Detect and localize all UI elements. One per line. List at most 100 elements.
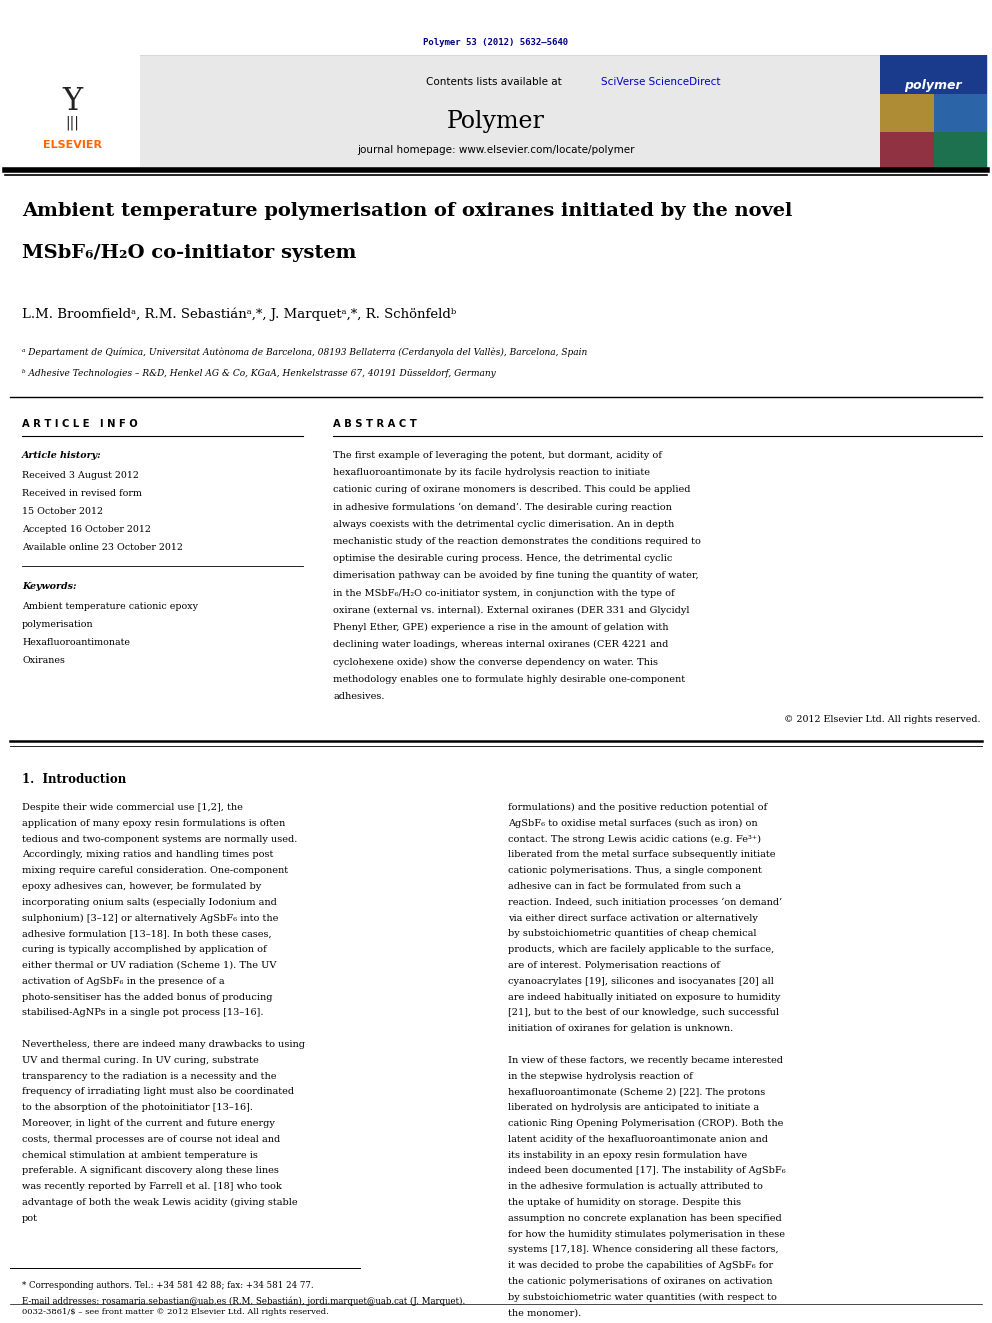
Text: application of many epoxy resin formulations is often: application of many epoxy resin formulat… [22, 819, 286, 828]
Text: AgSbF₆ to oxidise metal surfaces (such as iron) on: AgSbF₆ to oxidise metal surfaces (such a… [508, 819, 758, 828]
Text: chemical stimulation at ambient temperature is: chemical stimulation at ambient temperat… [22, 1151, 258, 1159]
Text: In view of these factors, we recently became interested: In view of these factors, we recently be… [508, 1056, 783, 1065]
Text: transparency to the radiation is a necessity and the: transparency to the radiation is a neces… [22, 1072, 277, 1081]
Text: Ambient temperature cationic epoxy: Ambient temperature cationic epoxy [22, 602, 198, 611]
Text: in adhesive formulations ‘on demand’. The desirable curing reaction: in adhesive formulations ‘on demand’. Th… [333, 503, 672, 512]
Bar [933, 132, 987, 169]
Text: tedious and two-component systems are normally used.: tedious and two-component systems are no… [22, 835, 298, 844]
Text: formulations) and the positive reduction potential of: formulations) and the positive reduction… [508, 803, 767, 812]
Text: Despite their wide commercial use [1,2], the: Despite their wide commercial use [1,2],… [22, 803, 243, 812]
Text: reaction. Indeed, such initiation processes ‘on demand’: reaction. Indeed, such initiation proces… [508, 898, 782, 908]
Text: Ambient temperature polymerisation of oxiranes initiated by the novel: Ambient temperature polymerisation of ox… [22, 202, 793, 220]
Text: Keywords:: Keywords: [22, 582, 76, 591]
Text: sulphonium) [3–12] or alternatively AgSbF₆ into the: sulphonium) [3–12] or alternatively AgSb… [22, 914, 279, 922]
Text: latent acidity of the hexafluoroantimonate anion and: latent acidity of the hexafluoroantimona… [508, 1135, 768, 1144]
Text: UV and thermal curing. In UV curing, substrate: UV and thermal curing. In UV curing, sub… [22, 1056, 259, 1065]
Text: Received 3 August 2012: Received 3 August 2012 [22, 471, 139, 480]
Text: declining water loadings, whereas internal oxiranes (CER 4221 and: declining water loadings, whereas intern… [333, 640, 669, 650]
Text: [21], but to the best of our knowledge, such successful: [21], but to the best of our knowledge, … [508, 1008, 779, 1017]
Text: Nevertheless, there are indeed many drawbacks to using: Nevertheless, there are indeed many draw… [22, 1040, 305, 1049]
Text: Received in revised form: Received in revised form [22, 490, 142, 497]
Text: preferable. A significant discovery along these lines: preferable. A significant discovery alon… [22, 1167, 279, 1175]
Text: its instability in an epoxy resin formulation have: its instability in an epoxy resin formul… [508, 1151, 747, 1159]
Text: hexafluoroantimonate (Scheme 2) [22]. The protons: hexafluoroantimonate (Scheme 2) [22]. Th… [508, 1088, 765, 1097]
Text: contact. The strong Lewis acidic cations (e.g. Fe³⁺): contact. The strong Lewis acidic cations… [508, 835, 761, 844]
Text: liberated on hydrolysis are anticipated to initiate a: liberated on hydrolysis are anticipated … [508, 1103, 759, 1113]
Text: activation of AgSbF₆ in the presence of a: activation of AgSbF₆ in the presence of … [22, 976, 224, 986]
Text: always coexists with the detrimental cyclic dimerisation. An in depth: always coexists with the detrimental cyc… [333, 520, 675, 529]
Text: mixing require careful consideration. One-component: mixing require careful consideration. On… [22, 867, 288, 876]
Text: by substoichiometric water quantities (with respect to: by substoichiometric water quantities (w… [508, 1293, 777, 1302]
Bar [5, 56, 140, 169]
Text: cyclohexene oxide) show the converse dependency on water. This: cyclohexene oxide) show the converse dep… [333, 658, 658, 667]
Text: SciVerse ScienceDirect: SciVerse ScienceDirect [601, 77, 720, 87]
Text: systems [17,18]. Whence considering all these factors,: systems [17,18]. Whence considering all … [508, 1245, 779, 1254]
Text: 1.  Introduction: 1. Introduction [22, 773, 126, 786]
Text: assumption no concrete explanation has been specified: assumption no concrete explanation has b… [508, 1213, 782, 1222]
Text: by substoichiometric quantities of cheap chemical: by substoichiometric quantities of cheap… [508, 929, 757, 938]
Text: 15 October 2012: 15 October 2012 [22, 507, 103, 516]
Text: A R T I C L E   I N F O: A R T I C L E I N F O [22, 419, 138, 429]
Text: initiation of oxiranes for gelation is unknown.: initiation of oxiranes for gelation is u… [508, 1024, 733, 1033]
Text: adhesive can in fact be formulated from such a: adhesive can in fact be formulated from … [508, 882, 741, 890]
Text: Accordingly, mixing ratios and handling times post: Accordingly, mixing ratios and handling … [22, 851, 274, 860]
Bar [5, 56, 987, 169]
Text: Article history:: Article history: [22, 451, 101, 460]
Text: A B S T R A C T: A B S T R A C T [333, 419, 417, 429]
Bar [933, 94, 987, 132]
Text: L.M. Broomfieldᵃ, R.M. Sebastiánᵃ,*, J. Marquetᵃ,*, R. Schönfeldᵇ: L.M. Broomfieldᵃ, R.M. Sebastiánᵃ,*, J. … [22, 307, 456, 320]
Text: polymer: polymer [904, 78, 962, 91]
Text: it was decided to probe the capabilities of AgSbF₆ for: it was decided to probe the capabilities… [508, 1261, 773, 1270]
Text: methodology enables one to formulate highly desirable one-component: methodology enables one to formulate hig… [333, 675, 685, 684]
Text: cyanoacrylates [19], silicones and isocyanates [20] all: cyanoacrylates [19], silicones and isocy… [508, 976, 774, 986]
Text: ᵃ Departament de Química, Universitat Autònoma de Barcelona, 08193 Bellaterra (C: ᵃ Departament de Química, Universitat Au… [22, 347, 587, 356]
Text: Polymer 53 (2012) 5632–5640: Polymer 53 (2012) 5632–5640 [424, 38, 568, 48]
Text: Y: Y [62, 86, 82, 116]
Text: MSbF₆/H₂O co-initiator system: MSbF₆/H₂O co-initiator system [22, 243, 356, 262]
Text: adhesive formulation [13–18]. In both these cases,: adhesive formulation [13–18]. In both th… [22, 929, 272, 938]
Text: Oxiranes: Oxiranes [22, 656, 64, 665]
Bar [880, 56, 987, 169]
Text: 0032-3861/$ – see front matter © 2012 Elsevier Ltd. All rights reserved.: 0032-3861/$ – see front matter © 2012 El… [22, 1308, 328, 1316]
Text: in the MSbF₆/H₂O co-initiator system, in conjunction with the type of: in the MSbF₆/H₂O co-initiator system, in… [333, 589, 675, 598]
Text: ELSEVIER: ELSEVIER [43, 140, 101, 149]
Text: in the adhesive formulation is actually attributed to: in the adhesive formulation is actually … [508, 1183, 763, 1191]
Text: journal homepage: www.elsevier.com/locate/polymer: journal homepage: www.elsevier.com/locat… [357, 146, 635, 155]
Text: was recently reported by Farrell et al. [18] who took: was recently reported by Farrell et al. … [22, 1183, 282, 1191]
Text: cationic Ring Opening Polymerisation (CROP). Both the: cationic Ring Opening Polymerisation (CR… [508, 1119, 784, 1129]
Text: adhesives.: adhesives. [333, 692, 385, 701]
Text: Phenyl Ether, GPE) experience a rise in the amount of gelation with: Phenyl Ether, GPE) experience a rise in … [333, 623, 669, 632]
Text: the monomer).: the monomer). [508, 1308, 581, 1318]
Text: dimerisation pathway can be avoided by fine tuning the quantity of water,: dimerisation pathway can be avoided by f… [333, 572, 698, 581]
Text: |||: ||| [65, 115, 79, 130]
Text: hexafluoroantimonate by its facile hydrolysis reaction to initiate: hexafluoroantimonate by its facile hydro… [333, 468, 650, 478]
Text: to the absorption of the photoinitiator [13–16].: to the absorption of the photoinitiator … [22, 1103, 253, 1113]
Text: Accepted 16 October 2012: Accepted 16 October 2012 [22, 525, 151, 534]
Text: stabilised-AgNPs in a single pot process [13–16].: stabilised-AgNPs in a single pot process… [22, 1008, 264, 1017]
Text: epoxy adhesives can, however, be formulated by: epoxy adhesives can, however, be formula… [22, 882, 261, 890]
Text: either thermal or UV radiation (Scheme 1). The UV: either thermal or UV radiation (Scheme 1… [22, 960, 277, 970]
Text: * Corresponding authors. Tel.: +34 581 42 88; fax: +34 581 24 77.: * Corresponding authors. Tel.: +34 581 4… [22, 1281, 313, 1290]
Text: E-mail addresses: rosamaria.sebastian@uab.es (R.M. Sebastián), jordi.marquet@uab: E-mail addresses: rosamaria.sebastian@ua… [22, 1297, 465, 1307]
Text: Hexafluoroantimonate: Hexafluoroantimonate [22, 638, 130, 647]
Text: mechanistic study of the reaction demonstrates the conditions required to: mechanistic study of the reaction demons… [333, 537, 701, 546]
Text: optimise the desirable curing process. Hence, the detrimental cyclic: optimise the desirable curing process. H… [333, 554, 673, 564]
Text: products, which are facilely applicable to the surface,: products, which are facilely applicable … [508, 945, 774, 954]
Text: Contents lists available at: Contents lists available at [426, 77, 565, 87]
Text: cationic polymerisations. Thus, a single component: cationic polymerisations. Thus, a single… [508, 867, 762, 876]
Text: ᵇ Adhesive Technologies – R&D, Henkel AG & Co, KGaA, Henkelstrasse 67, 40191 Düs: ᵇ Adhesive Technologies – R&D, Henkel AG… [22, 369, 496, 378]
Text: the uptake of humidity on storage. Despite this: the uptake of humidity on storage. Despi… [508, 1199, 741, 1207]
Text: photo-sensitiser has the added bonus of producing: photo-sensitiser has the added bonus of … [22, 992, 273, 1002]
Text: © 2012 Elsevier Ltd. All rights reserved.: © 2012 Elsevier Ltd. All rights reserved… [784, 714, 980, 724]
Text: pot: pot [22, 1213, 38, 1222]
Text: for how the humidity stimulates polymerisation in these: for how the humidity stimulates polymeri… [508, 1229, 785, 1238]
Text: via either direct surface activation or alternatively: via either direct surface activation or … [508, 914, 758, 922]
Text: cationic curing of oxirane monomers is described. This could be applied: cationic curing of oxirane monomers is d… [333, 486, 690, 495]
Text: the cationic polymerisations of oxiranes on activation: the cationic polymerisations of oxiranes… [508, 1277, 773, 1286]
Text: polymerisation: polymerisation [22, 620, 93, 628]
Text: advantage of both the weak Lewis acidity (giving stable: advantage of both the weak Lewis acidity… [22, 1199, 298, 1207]
Text: oxirane (external vs. internal). External oxiranes (DER 331 and Glycidyl: oxirane (external vs. internal). Externa… [333, 606, 689, 615]
Text: Moreover, in light of the current and future energy: Moreover, in light of the current and fu… [22, 1119, 275, 1129]
Text: liberated from the metal surface subsequently initiate: liberated from the metal surface subsequ… [508, 851, 776, 860]
Text: in the stepwise hydrolysis reaction of: in the stepwise hydrolysis reaction of [508, 1072, 692, 1081]
